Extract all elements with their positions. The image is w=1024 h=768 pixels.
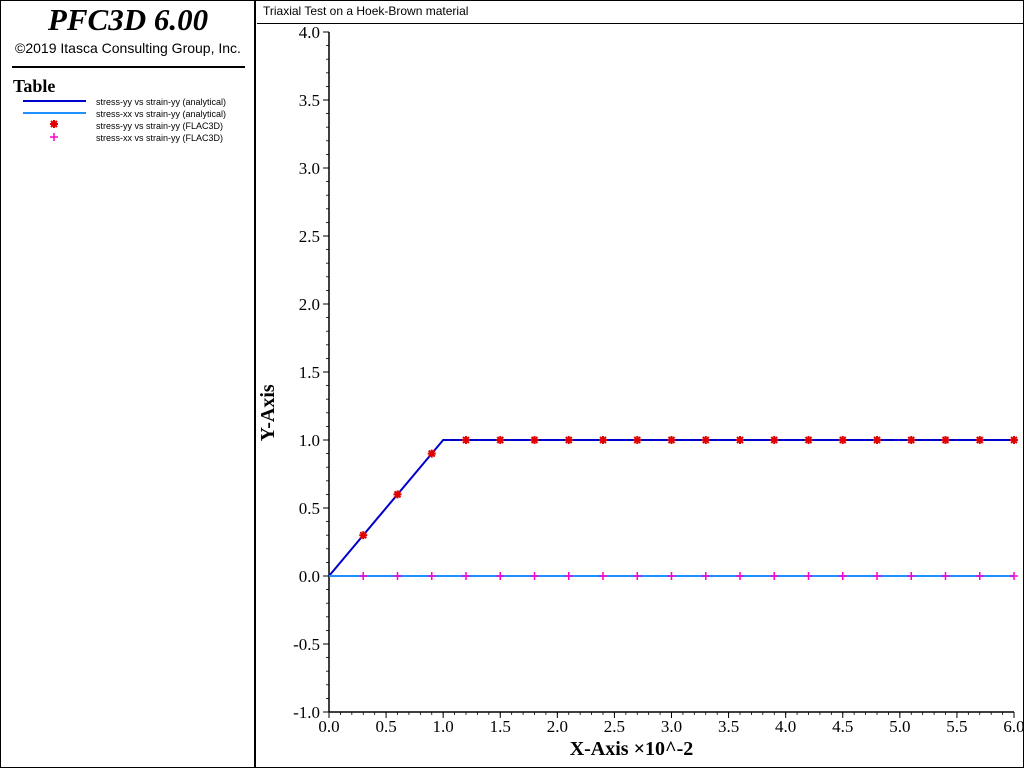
y-tick-label: 0.5 <box>299 499 320 518</box>
asterisk-marker <box>427 449 436 458</box>
asterisk-marker <box>770 436 779 444</box>
asterisk-marker <box>701 436 710 444</box>
asterisk-marker <box>496 436 505 444</box>
plus-marker <box>736 572 744 580</box>
plus-marker <box>599 572 607 580</box>
asterisk-marker <box>804 436 813 444</box>
legend-plus-icon <box>50 133 58 141</box>
plus-marker <box>941 572 950 580</box>
asterisk-marker <box>359 531 368 540</box>
asterisk-marker <box>599 436 607 444</box>
axes: -1.0 -0.5 0.0 0.5 1.0 1.5 2.0 2.5 3.0 3.5 4.0 0.0 0.… <box>293 24 1023 736</box>
x-tick-label: 0.5 <box>375 717 396 736</box>
x-tick-label: 1.5 <box>490 717 511 736</box>
series-layer <box>328 436 1018 580</box>
plus-marker <box>838 572 847 580</box>
asterisk-marker <box>838 436 847 444</box>
x-tick-label: 3.5 <box>718 717 739 736</box>
asterisk-marker <box>975 436 984 444</box>
header-divider <box>12 66 245 68</box>
plus-marker <box>1010 572 1018 580</box>
x-tick-label: 6.0 <box>1003 717 1023 736</box>
copyright-text: ©2019 Itasca Consulting Group, Inc. <box>15 40 241 56</box>
plus-marker <box>701 572 710 580</box>
y-tick-label: 2.5 <box>299 227 320 246</box>
y-tick-label: -0.5 <box>293 635 320 654</box>
legend-item-stress-xx-analytical: stress-xx vs strain-yy (analytical) <box>96 109 227 119</box>
y-axis-label: Y-Axis <box>257 384 279 441</box>
plus-marker <box>564 572 573 580</box>
y-tick-label: 2.0 <box>299 295 320 314</box>
y-tick-label: 4.0 <box>299 24 320 42</box>
x-tick-label: 5.5 <box>946 717 967 736</box>
y-tick-label: 0.0 <box>299 567 320 586</box>
plus-marker <box>393 572 402 580</box>
x-tick-label: 0.0 <box>318 717 339 736</box>
x-tick-label: 4.5 <box>832 717 853 736</box>
legend-item-stress-xx-flac3d: stress-xx vs strain-yy (FLAC3D) <box>96 133 224 143</box>
y-tick-label: -1.0 <box>293 703 320 722</box>
legend-item-stress-yy-flac3d: stress-yy vs strain-yy (FLAC3D) <box>96 121 224 131</box>
asterisk-marker <box>633 436 642 444</box>
plus-marker <box>804 572 813 580</box>
y-tick-label: 1.0 <box>299 431 320 450</box>
asterisk-marker <box>1010 436 1018 444</box>
plus-marker <box>359 572 368 580</box>
x-tick-label: 5.0 <box>889 717 910 736</box>
plus-marker <box>667 572 676 580</box>
legend-symbols <box>23 100 86 141</box>
plus-marker <box>427 572 436 580</box>
plot-title-bar: Triaxial Test on a Hoek-Brown material <box>257 0 1023 24</box>
plus-marker <box>907 572 916 580</box>
x-axis-label: X-Axis ×10^-2 <box>570 738 694 760</box>
plus-marker <box>633 572 642 580</box>
asterisk-marker <box>736 436 744 444</box>
plus-marker <box>975 572 984 580</box>
asterisk-marker <box>462 436 470 444</box>
plus-marker <box>873 572 881 580</box>
chart-area: -1.0 -0.5 0.0 0.5 1.0 1.5 2.0 2.5 3.0 3.5 4.0 0.0 0.… <box>257 24 1023 760</box>
legend-panel: PFC3D 6.00 ©2019 Itasca Consulting Group… <box>0 0 256 768</box>
series-line-0 <box>328 439 1014 577</box>
x-tick-label: 2.5 <box>604 717 625 736</box>
plot-title: Triaxial Test on a Hoek-Brown material <box>263 4 469 18</box>
legend-title: Table <box>13 76 56 96</box>
asterisk-marker <box>564 436 573 444</box>
asterisk-marker <box>667 436 676 444</box>
x-tick-label: 3.0 <box>661 717 682 736</box>
y-tick-label: 3.0 <box>299 159 320 178</box>
x-tick-label: 1.0 <box>433 717 454 736</box>
legend-item-stress-yy-analytical: stress-yy vs strain-yy (analytical) <box>96 97 227 107</box>
asterisk-marker <box>907 436 916 444</box>
y-tick-label: 1.5 <box>299 363 320 382</box>
x-tick-label: 2.0 <box>547 717 568 736</box>
plus-marker <box>496 572 505 580</box>
y-tick-label: 3.5 <box>299 91 320 110</box>
asterisk-marker <box>941 436 950 444</box>
legend-asterisk-icon <box>50 120 58 128</box>
plus-marker <box>770 572 779 580</box>
app-title: PFC3D 6.00 <box>47 2 209 37</box>
asterisk-marker <box>873 436 881 444</box>
asterisk-marker <box>393 490 402 499</box>
plus-marker <box>530 572 539 580</box>
x-tick-label: 4.0 <box>775 717 796 736</box>
asterisk-marker <box>530 436 539 444</box>
plus-marker <box>462 572 470 580</box>
